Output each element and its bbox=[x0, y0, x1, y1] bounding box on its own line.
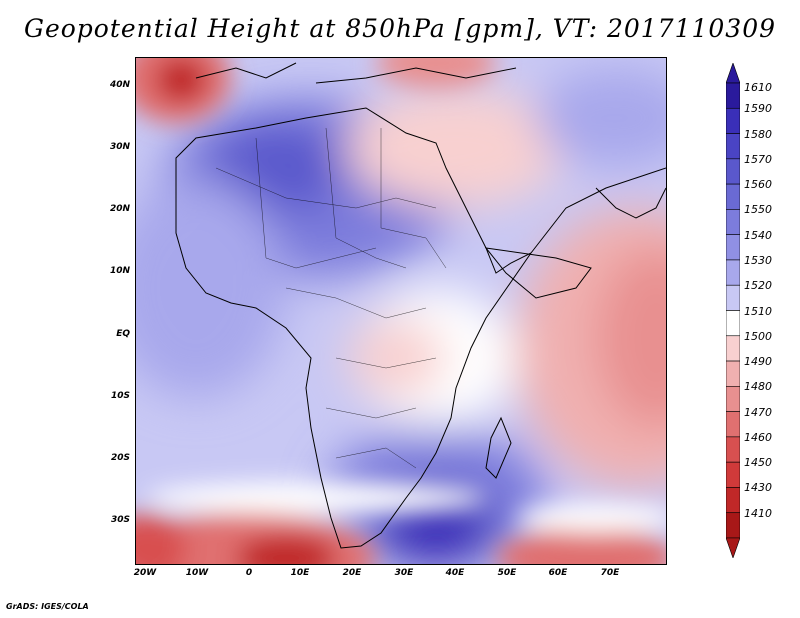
colorbar-level-label: 1560 bbox=[744, 178, 772, 192]
colorbar-swatch bbox=[726, 335, 740, 362]
colorbar-level-label: 1410 bbox=[744, 506, 772, 520]
lon-label-50e: 50E bbox=[497, 568, 517, 578]
lon-label-20w: 20W bbox=[133, 568, 157, 578]
colorbar-swatch bbox=[726, 183, 740, 210]
colorbar-swatch bbox=[726, 436, 740, 463]
geopotential-field bbox=[136, 58, 666, 564]
lat-label-10s: 10S bbox=[110, 391, 130, 401]
colorbar bbox=[726, 63, 740, 558]
colorbar-swatch bbox=[726, 386, 740, 412]
colorbar-level-label: 1500 bbox=[744, 329, 772, 343]
lon-label-10w: 10W bbox=[185, 568, 209, 578]
colorbar-level-label: 1580 bbox=[744, 127, 772, 141]
colorbar-swatch bbox=[726, 512, 740, 539]
colorbar-level-label: 1450 bbox=[744, 456, 772, 470]
lat-label-30s: 30S bbox=[110, 515, 130, 525]
colorbar-level-label: 1460 bbox=[744, 430, 772, 444]
credit-text: GrADS: IGES/COLA bbox=[6, 602, 89, 611]
colorbar-level-label: 1520 bbox=[744, 279, 772, 293]
country-borders bbox=[215, 127, 447, 469]
colorbar-swatch bbox=[726, 487, 740, 514]
coastline-outline bbox=[175, 62, 666, 549]
colorbar-level-label: 1430 bbox=[744, 481, 772, 495]
colorbar-top-arrow bbox=[726, 63, 740, 84]
colorbar-level-label: 1590 bbox=[744, 102, 772, 116]
lon-label-60e: 60E bbox=[548, 568, 568, 578]
colorbar-swatch bbox=[726, 360, 740, 387]
map-title: Geopotential Height at 850hPa [gpm], VT:… bbox=[23, 14, 777, 43]
colorbar-swatch bbox=[726, 310, 740, 337]
colorbar-swatch bbox=[726, 82, 740, 109]
lat-label-30n: 30N bbox=[109, 142, 130, 152]
colorbar-swatch bbox=[726, 234, 740, 261]
lon-label-30e: 30E bbox=[394, 568, 414, 578]
colorbar-level-label: 1570 bbox=[744, 152, 772, 166]
colorbar-swatch bbox=[726, 107, 740, 134]
colorbar-swatch bbox=[726, 133, 740, 160]
colorbar-swatch bbox=[726, 259, 740, 286]
colorbar-swatch bbox=[726, 461, 740, 488]
colorbar-bottom-arrow bbox=[726, 537, 740, 558]
lat-label-40n: 40N bbox=[109, 80, 130, 90]
colorbar-swatch bbox=[726, 158, 740, 185]
colorbar-swatch bbox=[726, 411, 740, 438]
colorbar-swatch bbox=[726, 209, 740, 235]
colorbar-level-label: 1530 bbox=[744, 253, 772, 267]
colorbar-level-label: 1470 bbox=[744, 405, 772, 419]
lat-label-10n: 10N bbox=[109, 266, 130, 276]
lon-label-40e: 40E bbox=[445, 568, 465, 578]
colorbar-level-label: 1540 bbox=[744, 228, 772, 242]
lon-label-20e: 20E bbox=[342, 568, 362, 578]
lon-label-10e: 10E bbox=[290, 568, 310, 578]
colorbar-level-label: 1610 bbox=[744, 81, 772, 94]
lon-label-70e: 70E bbox=[600, 568, 620, 578]
colorbar-level-label: 1480 bbox=[744, 380, 772, 394]
colorbar-level-label: 1550 bbox=[744, 203, 772, 217]
lat-label-eq: EQ bbox=[116, 329, 130, 339]
colorbar-swatch bbox=[726, 284, 740, 311]
colorbar-level-label: 1490 bbox=[744, 355, 772, 369]
map-panel bbox=[135, 57, 667, 565]
lat-label-20n: 20N bbox=[109, 204, 130, 214]
lat-label-20s: 20S bbox=[110, 453, 130, 463]
colorbar-level-label: 1510 bbox=[744, 304, 772, 318]
lon-label-0: 0 bbox=[245, 568, 253, 578]
